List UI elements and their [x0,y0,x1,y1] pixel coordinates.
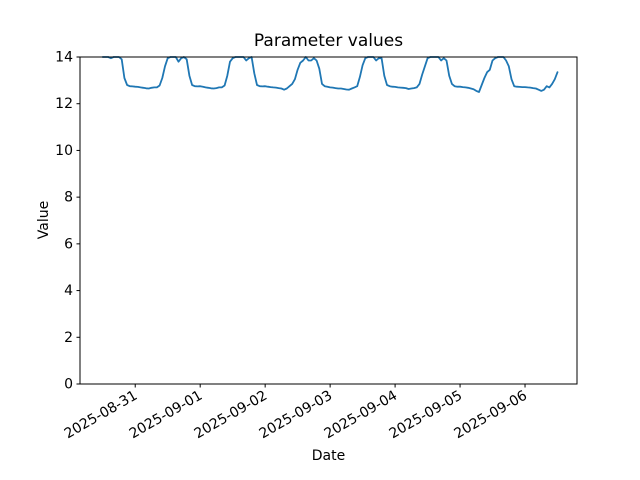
y-tick-label: 2 [64,330,73,346]
x-tick-label: 2025-09-01 [127,388,205,443]
axes-frame [79,56,578,385]
chart-title: Parameter values [253,31,404,51]
y-tick-label: 14 [55,50,73,66]
y-tick-label: 0 [64,377,73,393]
y-tick-label: 8 [64,190,73,206]
x-tick-label: 2025-09-04 [322,388,401,443]
x-tick-label: 2025-09-06 [452,388,531,443]
x-tick-label: 2025-09-02 [192,388,270,443]
y-axis-label: Value [36,200,52,240]
y-tick-label: 12 [55,96,73,112]
y-tick-label: 10 [55,143,73,159]
x-tick-label: 2025-08-31 [62,388,140,443]
x-axis-label: Date [311,448,346,464]
y-tick-label: 4 [64,283,73,299]
x-tick-label: 2025-09-03 [257,388,335,443]
x-tick-label: 2025-09-05 [387,388,465,443]
y-tick-label: 6 [64,236,73,252]
series-line [101,56,559,93]
